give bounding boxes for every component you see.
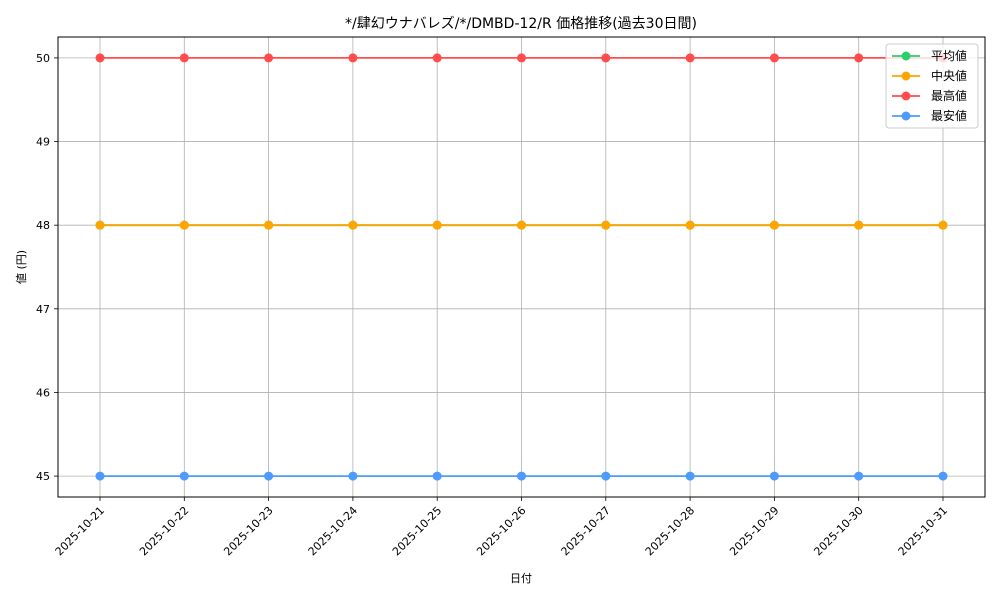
data-point (432, 220, 442, 230)
data-point (685, 471, 695, 481)
data-point (179, 220, 189, 230)
data-point (348, 220, 358, 230)
y-tick-label: 49 (36, 136, 50, 149)
x-tick-label: 2025-10-21 (53, 504, 107, 558)
x-tick-label: 2025-10-23 (221, 504, 275, 558)
data-point (938, 471, 948, 481)
x-tick-label: 2025-10-29 (727, 504, 781, 558)
data-point (264, 53, 274, 63)
data-point (517, 220, 526, 230)
data-point (348, 53, 358, 63)
y-tick-label: 47 (36, 303, 50, 316)
legend-label: 最高値 (931, 88, 967, 103)
legend-label: 中央値 (931, 68, 967, 83)
y-tick-label: 45 (36, 470, 50, 483)
data-point (769, 220, 779, 230)
x-tick-label: 2025-10-25 (390, 504, 444, 558)
y-axis-ticks: 45 46 47 48 49 50 (36, 52, 58, 483)
data-point (95, 471, 105, 481)
x-tick-label: 2025-10-22 (137, 504, 191, 558)
data-point (264, 220, 274, 230)
y-tick-label: 46 (36, 386, 50, 399)
data-point (179, 53, 189, 63)
data-point (432, 471, 442, 481)
data-point (95, 53, 105, 63)
y-tick-label: 50 (36, 52, 50, 65)
x-axis-label: 日付 (510, 572, 532, 585)
data-point (264, 471, 274, 481)
data-point (769, 53, 779, 63)
data-point (854, 471, 864, 481)
data-point (685, 53, 695, 63)
legend-item: 最安値 (892, 108, 967, 123)
x-tick-label: 2025-10-30 (811, 504, 865, 558)
x-tick-label: 2025-10-24 (306, 504, 360, 558)
data-point (854, 53, 864, 63)
grid-lines (58, 37, 985, 497)
legend-label: 平均値 (931, 48, 967, 63)
data-point (348, 471, 358, 481)
data-point (179, 471, 189, 481)
x-tick-label: 2025-10-28 (643, 504, 697, 558)
x-axis-ticks: 2025-10-21 2025-10-22 2025-10-23 2025-10-24… (53, 497, 950, 558)
x-tick-label: 2025-10-31 (896, 504, 950, 558)
data-point (601, 471, 611, 481)
data-point (601, 220, 611, 230)
legend-item: 最高値 (892, 88, 967, 103)
legend-label: 最安値 (931, 108, 967, 123)
data-point (601, 53, 611, 63)
data-point (854, 220, 864, 230)
data-point (685, 220, 695, 230)
x-tick-label: 2025-10-26 (474, 504, 528, 558)
legend-item: 平均値 (892, 48, 967, 63)
y-axis-label: 値 (円) (15, 250, 28, 284)
data-point (517, 471, 526, 481)
x-tick-label: 2025-10-27 (559, 504, 613, 558)
series-最高値 (95, 53, 948, 63)
series-中央値 (95, 220, 948, 230)
series-最安値 (95, 471, 948, 481)
data-point (769, 471, 779, 481)
data-point (517, 53, 526, 63)
legend-item: 中央値 (892, 68, 967, 83)
data-point (432, 53, 442, 63)
chart-title: */肆幻ウナバレズ/*/DMBD-12/R 価格推移(過去30日間) (345, 16, 697, 32)
data-point (938, 220, 948, 230)
data-point (95, 220, 105, 230)
y-tick-label: 48 (36, 219, 50, 232)
